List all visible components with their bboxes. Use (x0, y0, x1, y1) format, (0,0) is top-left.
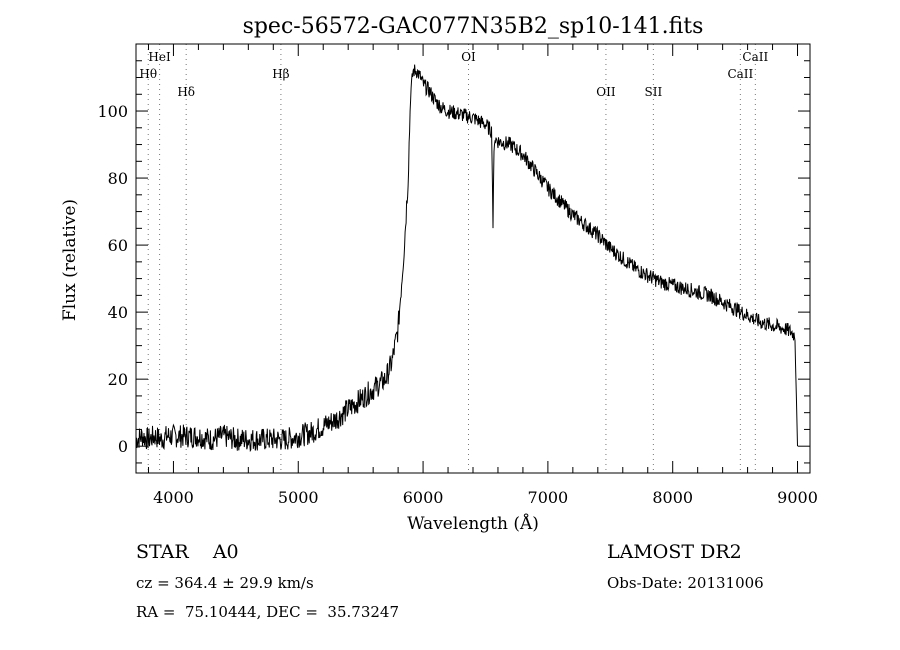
x-tick-label: 9000 (777, 488, 818, 507)
y-tick-label: 80 (108, 169, 128, 188)
coordinates-label: RA = 75.10444, DEC = 35.73247 (136, 603, 400, 621)
x-tick-label: 6000 (403, 488, 444, 507)
x-axis-label: Wavelength (Å) (407, 513, 539, 534)
y-tick-label: 100 (97, 102, 128, 121)
survey-label: LAMOST DR2 (607, 541, 742, 563)
y-axis-label: Flux (relative) (60, 199, 80, 321)
line-label: Hθ (139, 67, 157, 81)
line-label: HeI (148, 50, 171, 64)
y-tick-label: 60 (108, 236, 128, 255)
line-label: Hβ (272, 67, 289, 81)
object-class-label: STAR A0 (136, 541, 239, 563)
plot-area: HeI Hθ Hδ Hβ OI OII SII CaII CaII 4000 5000 6000 700… (97, 43, 818, 507)
redshift-label: cz = 364.4 ± 29.9 km/s (136, 574, 314, 592)
x-tick-label: 8000 (652, 488, 693, 507)
x-tick-label: 5000 (278, 488, 319, 507)
axes-frame (135, 43, 811, 474)
line-label: CaII (742, 50, 768, 64)
spectrum-line (135, 64, 798, 453)
y-tick-label: 0 (118, 437, 128, 456)
line-label: OII (596, 85, 616, 99)
obs-date-label: Obs-Date: 20131006 (607, 574, 764, 592)
y-tick-label: 40 (108, 303, 128, 322)
line-label: CaII (727, 67, 753, 81)
line-label: SII (645, 85, 663, 99)
x-tick-label: 4000 (153, 488, 194, 507)
x-tick-label: 7000 (528, 488, 569, 507)
y-tick-label: 20 (108, 370, 128, 389)
chart-title: spec-56572-GAC077N35B2_sp10-141.fits (243, 14, 704, 39)
line-label: Hδ (177, 85, 195, 99)
line-label: OI (461, 50, 476, 64)
